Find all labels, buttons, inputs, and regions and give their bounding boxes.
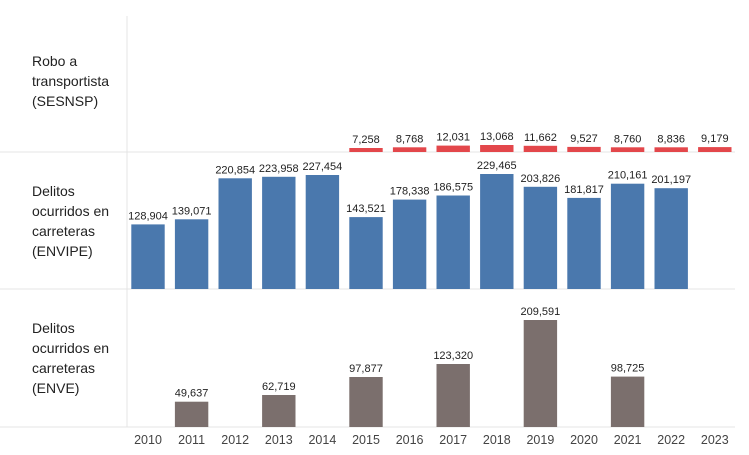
x-tick-2015: 2015 <box>352 433 380 447</box>
bar-series1-2021 <box>610 147 645 152</box>
value-label-series1-2023: 9,179 <box>701 133 729 145</box>
x-tick-2011: 2011 <box>178 433 205 447</box>
bar-series2-2018 <box>480 174 514 289</box>
bar-series1-2020 <box>567 146 601 152</box>
value-label-series3-2019: 209,591 <box>521 306 561 318</box>
bar-series1-2015 <box>349 148 383 152</box>
x-tick-2010: 2010 <box>134 433 162 447</box>
bar-series2-2011 <box>174 219 209 289</box>
value-label-series1-2019: 11,662 <box>524 132 557 144</box>
x-tick-2019: 2019 <box>526 433 554 447</box>
bar-series3-2015 <box>349 377 383 427</box>
value-label-series2-2021: 210,161 <box>608 170 648 182</box>
value-label-series3-2021: 98,725 <box>611 363 645 375</box>
x-axis-labels: 2010 2011 2012 2013 2014 2015 2016 2017 2018 2019… <box>134 433 729 447</box>
value-label-series2-2017: 186,575 <box>433 182 473 194</box>
bars <box>131 145 732 427</box>
bar-series1-2023 <box>698 147 732 152</box>
x-tick-2023: 2023 <box>701 433 729 447</box>
value-label-series2-2012: 220,854 <box>215 164 255 176</box>
value-label-series2-2013: 223,958 <box>259 163 299 175</box>
x-tick-2017: 2017 <box>439 433 467 447</box>
bar-series2-2020 <box>567 197 601 289</box>
value-label-series3-2015: 97,877 <box>349 363 383 375</box>
value-label-series2-2015: 143,521 <box>346 203 386 215</box>
value-label-series3-2011: 49,637 <box>175 388 209 400</box>
x-tick-2014: 2014 <box>308 433 336 447</box>
bar-series3-2017 <box>436 364 470 427</box>
x-tick-2012: 2012 <box>221 433 249 447</box>
value-label-series1-2020: 9,527 <box>570 133 598 145</box>
value-label-series2-2010: 128,904 <box>128 210 168 222</box>
value-label-series2-2022: 201,197 <box>651 174 691 186</box>
bar-series1-2019 <box>523 145 558 152</box>
value-label-series1-2017: 12,031 <box>436 132 470 144</box>
value-label-series1-2015: 7,258 <box>352 134 380 146</box>
bar-series2-2010 <box>131 224 165 289</box>
x-tick-2020: 2020 <box>570 433 598 447</box>
value-label-series2-2020: 181,817 <box>564 184 604 196</box>
bar-series2-2022 <box>654 188 688 289</box>
bar-series3-2019 <box>523 320 558 427</box>
bar-series2-2019 <box>523 186 558 289</box>
bar-series1-2017 <box>436 145 470 152</box>
value-label-series2-2016: 178,338 <box>390 186 430 198</box>
bar-series2-2021 <box>610 183 645 289</box>
row-label-1: Robo a transportista (SESNSP) <box>32 53 109 109</box>
value-label-series2-2018: 229,465 <box>477 160 517 172</box>
bar-series3-2013 <box>262 395 296 427</box>
x-tick-2021: 2021 <box>614 433 642 447</box>
bar-series3-2011 <box>174 401 209 427</box>
value-label-series1-2018: 13,068 <box>480 131 514 143</box>
bar-series1-2018 <box>480 145 514 152</box>
x-tick-2013: 2013 <box>265 433 293 447</box>
bar-series1-2022 <box>654 147 688 152</box>
bar-series1-2016 <box>392 147 427 152</box>
bar-series2-2016 <box>392 199 427 289</box>
bar-series2-2015 <box>349 217 383 289</box>
bar-series2-2017 <box>436 195 470 289</box>
value-label-series2-2019: 203,826 <box>521 173 561 185</box>
value-label-series1-2021: 8,760 <box>614 133 642 145</box>
row-label-3: Delitos ocurridos en carreteras (ENVE) <box>32 320 109 396</box>
bar-series3-2021 <box>610 376 645 427</box>
value-label-series2-2014: 227,454 <box>303 161 343 173</box>
bar-series2-2012 <box>218 178 252 289</box>
bar-series2-2013 <box>262 176 296 289</box>
value-label-series1-2016: 8,768 <box>396 133 424 145</box>
value-label-series3-2013: 62,719 <box>262 381 296 393</box>
value-label-series2-2011: 139,071 <box>172 205 212 217</box>
row-labels: Robo a transportista (SESNSP) Delitos ocurri… <box>32 53 109 396</box>
value-label-series3-2017: 123,320 <box>433 350 473 362</box>
row-label-2: Delitos ocurridos en carreteras (ENVIPE) <box>32 183 109 259</box>
x-tick-2018: 2018 <box>483 433 511 447</box>
value-label-series1-2022: 8,836 <box>657 133 685 145</box>
x-tick-2016: 2016 <box>396 433 424 447</box>
bar-series2-2014 <box>305 175 340 289</box>
value-labels: 7,258 8,768 12,031 13,068 11,662 9,527 8,760 8,… <box>128 131 728 400</box>
x-tick-2022: 2022 <box>657 433 685 447</box>
